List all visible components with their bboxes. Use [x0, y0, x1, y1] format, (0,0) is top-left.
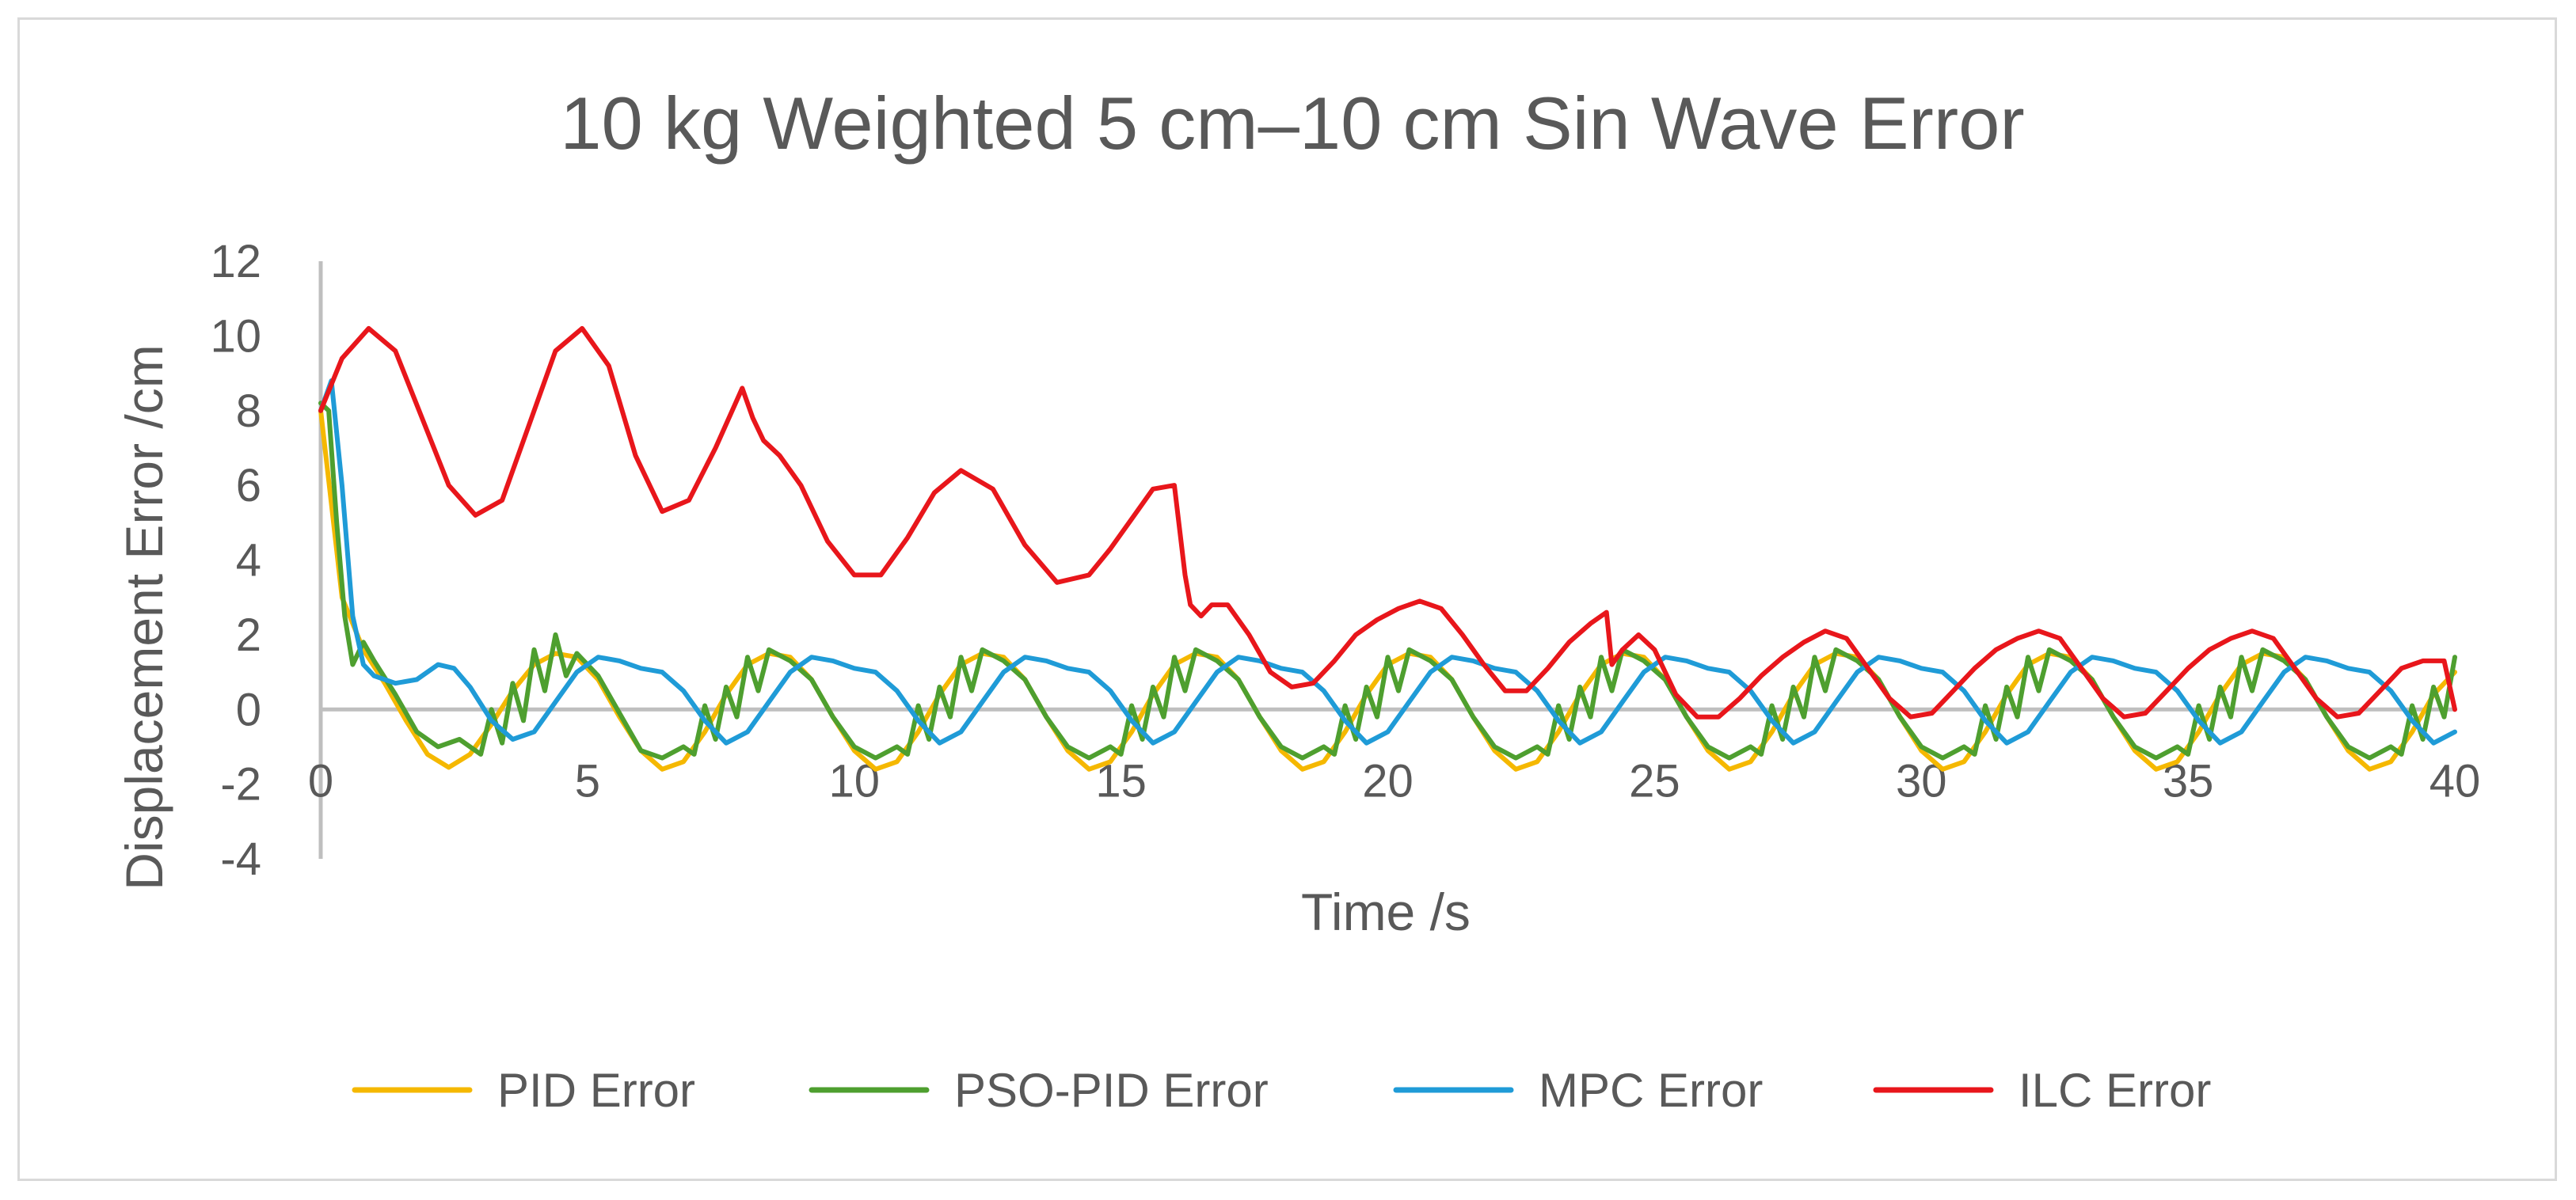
y-tick-label: 0 — [236, 684, 261, 735]
x-axis-label: Time /s — [1301, 883, 1471, 941]
series-line-ilc-error — [318, 325, 2457, 720]
y-tick-label: 12 — [210, 236, 261, 287]
chart-frame — [17, 17, 2557, 1181]
x-tick-label: 0 — [308, 755, 333, 807]
y-tick-label: 2 — [236, 609, 261, 661]
x-tick-label: 5 — [575, 755, 600, 807]
legend-label: PID Error — [497, 1064, 695, 1117]
x-tick-label: 20 — [1362, 755, 1414, 807]
y-tick-label: -4 — [220, 834, 261, 885]
chart-title: 10 kg Weighted 5 cm–10 cm Sin Wave Error — [560, 82, 2024, 165]
y-axis-label: Displacement Error /cm — [115, 344, 173, 891]
y-tick-label: 8 — [236, 385, 261, 437]
x-tick-label: 40 — [2430, 755, 2481, 807]
legend-label: PSO-PID Error — [954, 1064, 1269, 1117]
series-line-pso-pid-error — [318, 401, 2457, 761]
legend: PID Error PSO-PID Error MPC Error ILC Error — [352, 1064, 2211, 1117]
series-line-mpc-error — [318, 378, 2457, 746]
x-tick-label: 25 — [1629, 755, 1680, 807]
y-tick-label: 10 — [210, 310, 261, 362]
y-tick-label: 4 — [236, 535, 261, 587]
y-tick-label: -2 — [220, 759, 261, 811]
legend-label: ILC Error — [2019, 1064, 2211, 1117]
legend-label: MPC Error — [1539, 1064, 1763, 1117]
y-tick-label: 6 — [236, 460, 261, 511]
